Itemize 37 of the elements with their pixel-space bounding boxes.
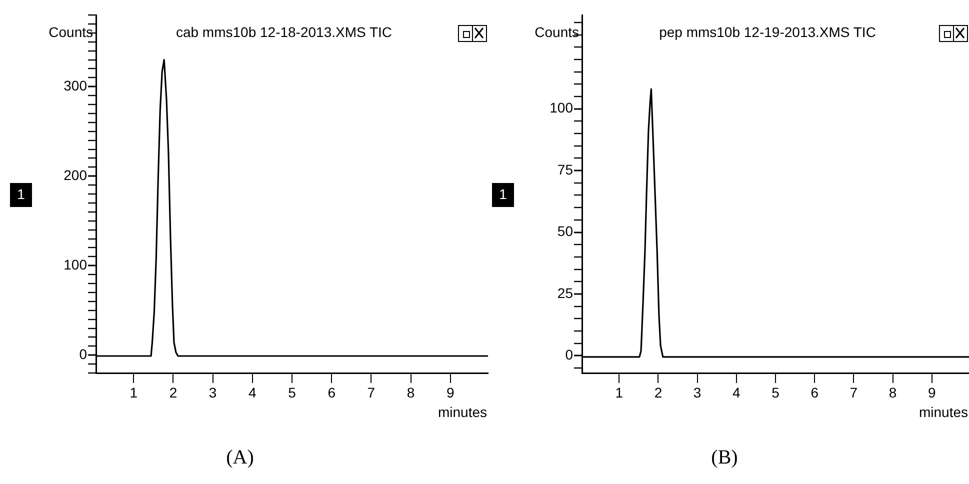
x-tick-label: 3 [208,384,217,400]
x-axis-title: minutes [918,404,968,420]
x-tick-label: 9 [928,384,936,400]
text: pep mms10b 12-19-2013.XMS TIC [659,24,876,40]
x-tick-label: 1 [615,384,624,400]
y-tick-label: 200 [64,166,88,183]
y-tick-label: 0 [565,346,574,363]
text: (B) [711,446,738,468]
text: 1 [17,186,26,202]
x-tick-label: 6 [328,384,336,400]
y-axis-title: Counts [48,24,93,40]
x-tick-label: 4 [248,384,257,400]
y-tick-label: 25 [557,284,574,301]
y-tick-label: 100 [550,100,574,116]
x-tick-label: 2 [654,384,662,400]
x-tick-label: 7 [850,384,858,400]
y-axis-title: Counts [534,24,579,40]
x-tick-label: 3 [693,384,702,400]
x-tick-label: 9 [446,384,454,400]
x-axis-title: minutes [438,404,487,420]
x-tick-label: 7 [367,384,376,400]
x-tick-label: 5 [772,384,780,400]
y-tick-label: 0 [79,346,88,362]
y-tick-label: 50 [557,223,574,240]
x-tick-label: 8 [888,384,897,400]
x-tick-label: 2 [169,384,178,400]
y-tick-label: 300 [64,77,88,94]
y-tick-label: 75 [557,161,574,178]
text: cab mms10b 12-18-2013.XMS TIC [176,24,392,40]
x-tick-label: 4 [732,384,741,400]
x-tick-label: 8 [406,384,415,400]
y-tick-label: 100 [64,256,88,272]
x-tick-label: 1 [130,384,138,400]
x-tick-label: 5 [288,384,296,400]
text: 1 [499,186,508,202]
x-tick-label: 6 [810,384,819,400]
text: (A) [226,446,254,468]
